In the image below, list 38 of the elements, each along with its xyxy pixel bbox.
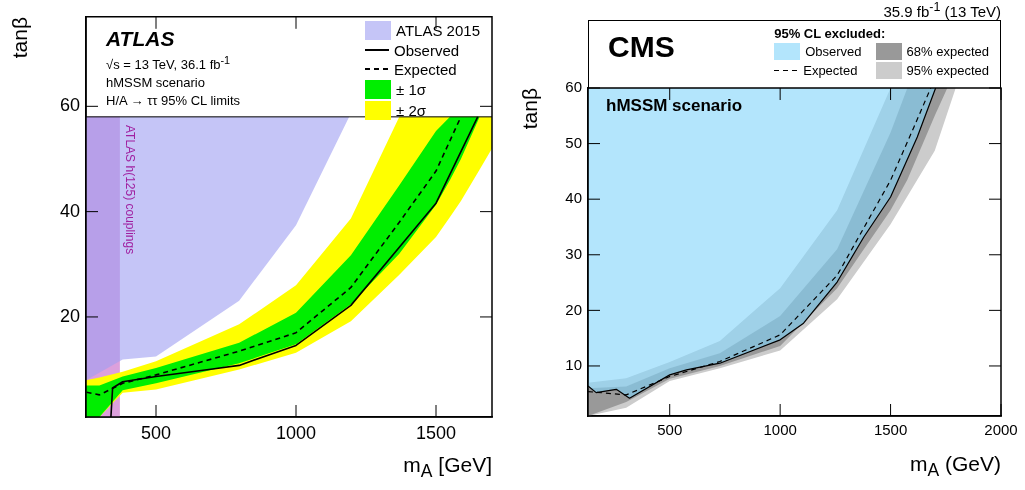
chart-title: 35.9 fb$^{-1}$ (13 TeV) bbox=[883, 0, 1001, 20]
y-tick-label: 20 bbox=[565, 300, 582, 318]
annotation: √s = 13 TeV, 36.1 fb$^{-1}$ bbox=[106, 53, 232, 73]
x-axis-title: m$_{A}$ (GeV) bbox=[909, 452, 1001, 482]
legend-title: 95% CL excluded: bbox=[774, 26, 887, 41]
legend-label: Observed bbox=[805, 44, 862, 59]
x-tick-label: 2000 bbox=[984, 421, 1018, 439]
x-tick-label: 500 bbox=[140, 422, 172, 443]
text: CMS bbox=[608, 30, 675, 64]
annotation: hMSSM scenario bbox=[106, 75, 206, 91]
legend-label: 95% expected bbox=[906, 63, 989, 78]
y-tick-label: 40 bbox=[59, 200, 80, 221]
annotation: H/A → ττ 95% CL limits bbox=[106, 93, 241, 109]
x-tick-label: 1500 bbox=[415, 422, 457, 443]
x-tick-label: 1000 bbox=[275, 422, 317, 443]
x-axis-title: m$_{A}$ [GeV] bbox=[403, 453, 492, 483]
legend-label: ± 1σ bbox=[396, 80, 427, 98]
legend-label: Expected bbox=[803, 63, 858, 78]
y-tick-label: 40 bbox=[565, 189, 582, 207]
y-tick-label: 30 bbox=[565, 244, 582, 262]
x-tick-label: 1500 bbox=[873, 421, 908, 439]
legend-label: ATLAS 2015 bbox=[396, 21, 480, 39]
y-tick-label: 50 bbox=[565, 133, 582, 151]
annotation: ATLAS bbox=[106, 26, 176, 51]
annotation: hMSSM scenario bbox=[606, 96, 743, 116]
legend-label: ± 2σ bbox=[396, 101, 427, 119]
y-axis-title: tanβ bbox=[518, 88, 542, 130]
y-axis-title: tanβ bbox=[8, 16, 32, 59]
x-tick-label: 500 bbox=[657, 421, 683, 439]
y-tick-label: 60 bbox=[565, 78, 582, 96]
y-tick-label: 10 bbox=[565, 356, 582, 374]
legend-label: 68% expected bbox=[906, 44, 989, 59]
legend-label: Observed bbox=[394, 41, 460, 59]
y-tick-label: 60 bbox=[59, 95, 80, 116]
legend-label: Expected bbox=[394, 60, 457, 78]
band-label: ATLAS h(125) couplings bbox=[122, 124, 137, 255]
x-tick-label: 1000 bbox=[763, 421, 797, 439]
y-tick-label: 20 bbox=[59, 305, 80, 326]
